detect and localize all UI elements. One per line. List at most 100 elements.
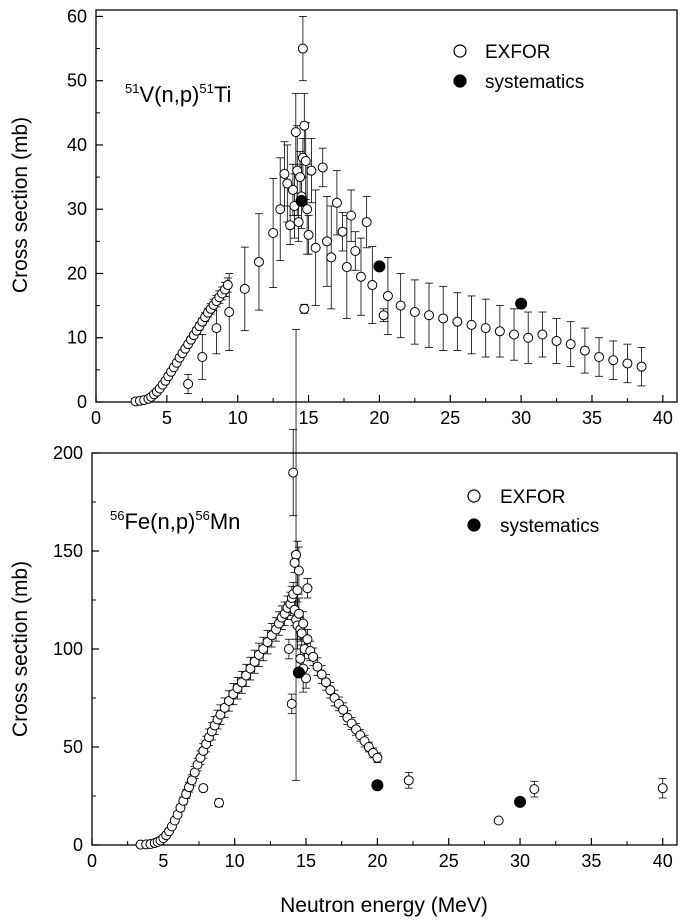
exfor-point: [183, 379, 194, 390]
exfor-series: [130, 16, 647, 407]
legend-label-exfor: EXFOR: [485, 42, 550, 63]
exfor-point: [224, 307, 235, 318]
exfor-point: [480, 323, 491, 334]
exfor-point: [293, 565, 304, 576]
exfor-point: [395, 300, 406, 311]
x-tick-label: 35: [582, 408, 602, 428]
exfor-point: [213, 797, 224, 808]
exfor-point: [529, 784, 540, 795]
exfor-point: [298, 618, 309, 629]
y-tick-label: 10: [67, 328, 87, 348]
x-tick-label: 25: [439, 851, 459, 871]
exfor-point: [296, 628, 307, 639]
y-tick-label: 0: [73, 835, 83, 855]
exfor-point: [300, 156, 311, 167]
legend: EXFOR systematics: [453, 42, 584, 93]
y-tick-label: 40: [67, 135, 87, 155]
exfor-point: [290, 127, 301, 138]
x-tick-label: 5: [162, 408, 172, 428]
plot-frame: [95, 9, 678, 403]
exfor-point: [268, 227, 279, 238]
y-ticks: 0 10 20 30 40 50 60: [67, 6, 103, 412]
exfor-point: [331, 197, 342, 208]
x-tick-label: 15: [296, 851, 316, 871]
exfor-point: [565, 339, 576, 350]
exfor-point: [579, 345, 590, 356]
exfor-point: [283, 644, 294, 654]
x-ticks: 0 5 10 15 20 25 30 35 40: [91, 395, 673, 428]
x-tick-label: 5: [158, 851, 168, 871]
y-tick-label: 60: [67, 6, 87, 26]
legend-marker-exfor: [453, 44, 467, 58]
systematics-point: [292, 666, 305, 679]
exfor-point: [326, 252, 337, 263]
exfor-point: [321, 677, 331, 688]
exfor-point: [361, 217, 372, 228]
x-tick-label: 0: [87, 851, 97, 871]
x-tick-label: 15: [299, 408, 319, 428]
exfor-point: [338, 704, 349, 715]
legend-label-exfor: EXFOR: [500, 487, 565, 508]
exfor-point: [295, 653, 306, 664]
exfor-point: [424, 310, 435, 321]
exfor-point: [292, 585, 303, 596]
exfor-point: [287, 184, 298, 195]
y-tick-label: 50: [63, 737, 83, 757]
exfor-point: [293, 608, 304, 619]
systematics-point: [515, 297, 528, 310]
exfor-point: [222, 280, 233, 291]
panel-v51: 0 5 10 15 20 25 30 35 40 0 10 20 30 40 50 60 Cross sec…: [9, 6, 678, 428]
exfor-point: [372, 752, 383, 763]
exfor-point: [312, 661, 323, 672]
systematics-point: [371, 779, 384, 792]
exfor-point: [509, 329, 520, 340]
exfor-point: [608, 355, 619, 366]
exfor-point: [275, 204, 286, 215]
exfor-point: [523, 332, 534, 343]
x-tick-label: 20: [367, 851, 387, 871]
systematics-point: [373, 260, 386, 273]
exfor-point: [308, 651, 319, 662]
exfor-point: [403, 775, 414, 786]
x-tick-label: 10: [225, 851, 245, 871]
exfor-point: [239, 283, 250, 294]
x-tick-label: 20: [369, 408, 389, 428]
exfor-point: [494, 326, 505, 337]
exfor-point: [289, 557, 300, 568]
exfor-point: [282, 178, 293, 189]
exfor-point: [297, 43, 308, 54]
x-ticks: 0 5 10 15 20 25 30 35 40: [87, 838, 673, 871]
y-tick-label: 0: [77, 392, 87, 412]
x-tick-label: 30: [510, 851, 530, 871]
exfor-point: [341, 262, 352, 273]
exfor-point: [337, 226, 348, 237]
y-axis-label: Cross section (mb): [9, 561, 32, 737]
x-tick-label: 10: [228, 408, 248, 428]
exfor-point: [594, 352, 605, 363]
exfor-point: [303, 229, 314, 240]
exfor-point: [438, 313, 449, 324]
exfor-point: [452, 316, 463, 327]
exfor-point: [636, 361, 647, 372]
legend-label-systematics: systematics: [500, 516, 599, 537]
exfor-point: [198, 783, 209, 794]
exfor-point: [299, 303, 310, 314]
exfor-point: [301, 673, 312, 684]
legend-marker-exfor: [467, 489, 481, 503]
exfor-point: [355, 271, 366, 282]
legend-marker-systematics: [467, 518, 481, 532]
exfor-point: [350, 245, 361, 256]
exfor-point: [302, 583, 313, 594]
legend-marker-systematics: [453, 74, 467, 88]
x-tick-label: 40: [653, 408, 673, 428]
exfor-point: [551, 335, 562, 346]
y-tick-label: 50: [67, 71, 87, 91]
exfor-point: [317, 162, 328, 173]
exfor-point: [367, 280, 378, 291]
exfor-point: [409, 307, 420, 318]
y-axis-label: Cross section (mb): [9, 117, 32, 293]
y-tick-label: 150: [53, 541, 83, 561]
x-axis-label: Neutron energy (MeV): [280, 894, 488, 917]
